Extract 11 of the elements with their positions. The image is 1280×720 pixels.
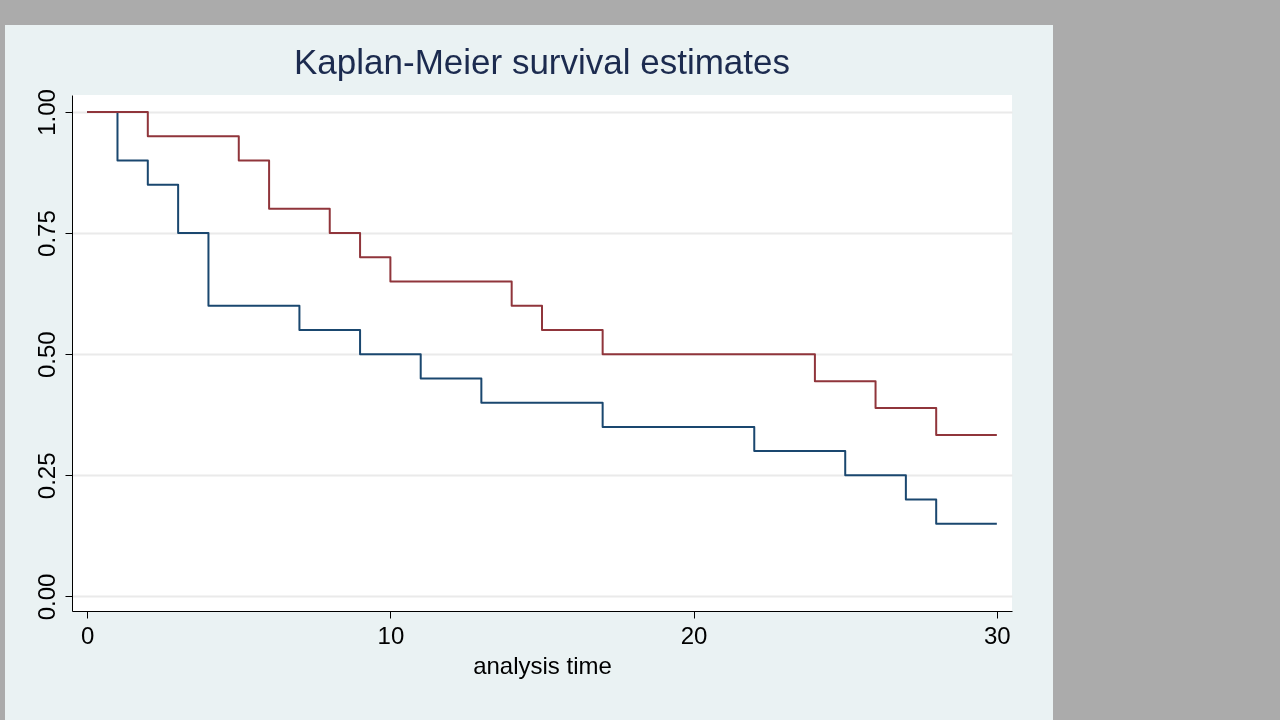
y-tick-label: 0.75	[32, 210, 60, 257]
x-axis-title: analysis time	[473, 651, 612, 679]
y-tick-label: 0.50	[32, 331, 60, 379]
x-tick-label: 0	[80, 621, 95, 649]
x-tick-label: 10	[377, 621, 405, 649]
y-tick-label: 0.25	[32, 452, 60, 500]
x-tick-label: 20	[680, 621, 708, 649]
x-tick-label: 30	[983, 621, 1011, 649]
chart-title: Kaplan-Meier survival estimates	[293, 41, 791, 81]
y-tick-label: 1.00	[32, 89, 60, 136]
y-tick-label: 0.00	[32, 573, 60, 621]
